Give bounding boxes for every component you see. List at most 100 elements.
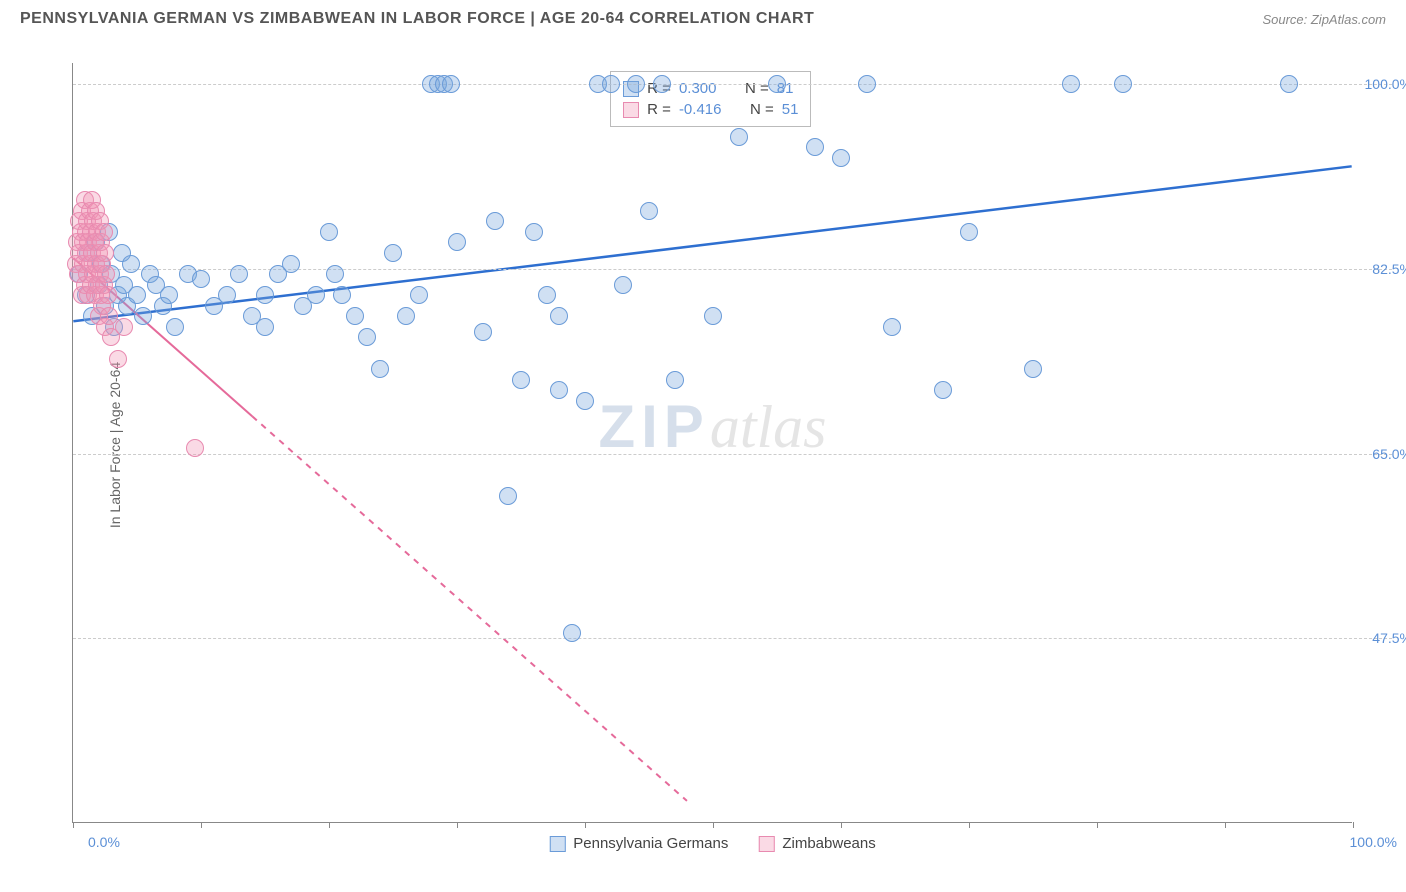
x-tick [841,822,842,828]
data-point [614,276,632,294]
chart-header: PENNSYLVANIA GERMAN VS ZIMBABWEAN IN LAB… [0,0,1406,36]
x-tick [1353,822,1354,828]
x-tick [585,822,586,828]
y-tick-label: 100.0% [1357,76,1406,92]
watermark: ZIPatlas [598,392,826,462]
stats-n-value: 51 [782,101,799,118]
data-point [550,381,568,399]
stats-n-label: N = [750,101,774,118]
x-tick [457,822,458,828]
watermark-part1: ZIP [598,393,709,460]
legend-label: Zimbabweans [782,835,875,852]
gridline [73,84,1392,85]
plot-area: ZIPatlas R = 0.300 N = 81R = -0.416 N = … [72,63,1352,823]
data-point [96,244,114,262]
data-point [525,223,543,241]
y-tick-label: 47.5% [1357,630,1406,646]
data-point [550,307,568,325]
data-point [653,75,671,93]
stats-swatch [623,102,639,118]
data-point [128,286,146,304]
data-point [563,624,581,642]
x-tick [201,822,202,828]
y-tick-label: 82.5% [1357,261,1406,277]
data-point [666,371,684,389]
data-point [1062,75,1080,93]
chart-container: In Labor Force | Age 20-64 ZIPatlas R = … [50,45,1390,845]
data-point [512,371,530,389]
x-axis-max-label: 100.0% [1350,834,1397,850]
chart-legend: Pennsylvania Germans Zimbabweans [549,835,875,852]
data-point [442,75,460,93]
data-point [602,75,620,93]
data-point [256,286,274,304]
data-point [326,265,344,283]
legend-item: Pennsylvania Germans [549,835,728,852]
gridline [73,638,1392,639]
data-point [1114,75,1132,93]
x-axis-min-label: 0.0% [88,834,120,850]
watermark-part2: atlas [710,394,827,460]
trend-lines-svg [73,63,1352,822]
data-point [576,392,594,410]
data-point [448,233,466,251]
data-point [218,286,236,304]
x-tick [969,822,970,828]
data-point [934,381,952,399]
data-point [186,439,204,457]
data-point [320,223,338,241]
data-point [230,265,248,283]
data-point [256,318,274,336]
stats-n-label: N = [745,80,769,97]
legend-item: Zimbabweans [758,835,875,852]
data-point [883,318,901,336]
x-tick [73,822,74,828]
data-point [704,307,722,325]
chart-title: PENNSYLVANIA GERMAN VS ZIMBABWEAN IN LAB… [20,10,814,28]
data-point [384,244,402,262]
data-point [122,255,140,273]
data-point [1024,360,1042,378]
data-point [358,328,376,346]
data-point [474,323,492,341]
data-point [832,149,850,167]
data-point [538,286,556,304]
data-point [499,487,517,505]
data-point [346,307,364,325]
data-point [960,223,978,241]
data-point [282,255,300,273]
data-point [192,270,210,288]
data-point [1280,75,1298,93]
data-point [307,286,325,304]
data-point [333,286,351,304]
data-point [486,212,504,230]
legend-label: Pennsylvania Germans [573,835,728,852]
stats-r-label: R = [647,101,671,118]
data-point [397,307,415,325]
x-tick [1225,822,1226,828]
data-point [99,286,117,304]
source-attribution: Source: ZipAtlas.com [1262,12,1386,27]
data-point [768,75,786,93]
data-point [858,75,876,93]
stats-row: R = -0.416 N = 51 [623,99,798,120]
data-point [97,265,115,283]
data-point [640,202,658,220]
y-tick-label: 65.0% [1357,446,1406,462]
legend-swatch [758,836,774,852]
legend-swatch [549,836,565,852]
data-point [806,138,824,156]
data-point [95,223,113,241]
data-point [410,286,428,304]
data-point [730,128,748,146]
data-point [109,350,127,368]
data-point [134,307,152,325]
stats-r-value: -0.416 [679,101,722,118]
x-tick [329,822,330,828]
x-tick [1097,822,1098,828]
data-point [371,360,389,378]
data-point [115,318,133,336]
gridline [73,454,1392,455]
stats-r-value: 0.300 [679,80,717,97]
data-point [166,318,184,336]
